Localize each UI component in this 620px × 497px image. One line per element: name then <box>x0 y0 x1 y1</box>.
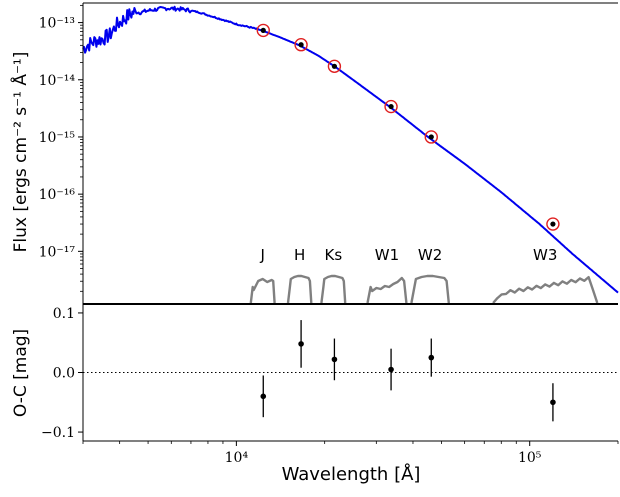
filter-label-ks: Ks <box>325 246 343 264</box>
photometry-ring <box>424 130 438 144</box>
photometry-point <box>428 134 434 140</box>
ytick-label-top: 10⁻¹⁷ <box>39 244 76 260</box>
residual-point <box>550 399 556 406</box>
residual-point <box>331 356 338 363</box>
photometry-point <box>298 42 304 48</box>
ytick-label-top: 10⁻¹⁶ <box>39 187 76 203</box>
residual-point <box>260 393 267 400</box>
xtick-label: 10⁵ <box>518 450 542 466</box>
sed-ylabel: Flux [ergs cm⁻² s⁻¹ Å⁻¹] <box>9 52 31 253</box>
residual-panel: 0.1 0.0 −0.1 10⁴ 10⁵ <box>41 304 619 466</box>
sed-panel: J H Ks W1 W2 W3 10⁻¹³ 10⁻¹⁴ 10⁻¹⁵ 10⁻¹⁶ 10⁻¹⁷ <box>39 2 619 305</box>
ytick-label-bottom: 0.1 <box>53 306 75 322</box>
ytick-label-top: 10⁻¹⁵ <box>39 130 76 146</box>
photometry-point <box>260 27 266 33</box>
model-sed-line <box>82 5 619 294</box>
filter-label-w3: W3 <box>533 246 557 264</box>
filter-label-w2: W2 <box>418 246 442 264</box>
filter-label-h: H <box>294 246 305 264</box>
residual-point <box>428 354 435 361</box>
ytick-label-bottom: −0.1 <box>41 425 75 441</box>
filter-label-j: J <box>259 246 264 264</box>
filter-curve-w1 <box>366 276 408 304</box>
ytick-label-top: 10⁻¹⁴ <box>39 73 76 89</box>
filter-curve-w3 <box>492 275 599 304</box>
ytick-label-bottom: 0.0 <box>53 366 75 382</box>
xtick-label: 10⁴ <box>225 450 249 466</box>
filter-label-w1: W1 <box>375 246 399 264</box>
filter-curve-j <box>249 277 276 304</box>
residual-point <box>298 341 304 347</box>
photometry-ring <box>546 217 560 231</box>
filter-curve-h <box>286 274 313 304</box>
photometry-ring <box>384 99 398 114</box>
ytick-label-top: 10⁻¹³ <box>39 16 75 32</box>
photometry-point <box>331 63 338 69</box>
photometry-ring <box>256 23 270 38</box>
photometry-ring <box>327 59 342 74</box>
filter-curve-w2 <box>410 274 450 304</box>
filter-curve-ks <box>320 274 347 304</box>
residual-point <box>388 366 394 373</box>
photometry-ring <box>294 38 308 52</box>
residual-ylabel: O-C [mag] <box>11 329 31 417</box>
x-axis-label: Wavelength [Å] <box>282 463 421 485</box>
photometry-point <box>550 221 556 227</box>
photometry-point <box>388 103 394 110</box>
